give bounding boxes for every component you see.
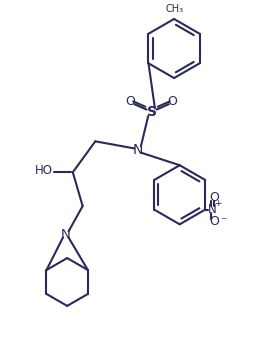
Text: N: N: [61, 228, 71, 241]
Text: S: S: [147, 105, 156, 119]
Text: O: O: [125, 95, 135, 108]
Text: O: O: [168, 95, 178, 108]
Text: +: +: [214, 199, 222, 208]
Text: HO: HO: [35, 163, 53, 176]
Text: N: N: [208, 203, 216, 216]
Text: ⁻: ⁻: [221, 215, 227, 228]
Text: O: O: [209, 215, 219, 228]
Text: N: N: [132, 143, 143, 157]
Text: CH₃: CH₃: [165, 4, 183, 14]
Text: O: O: [209, 191, 219, 204]
